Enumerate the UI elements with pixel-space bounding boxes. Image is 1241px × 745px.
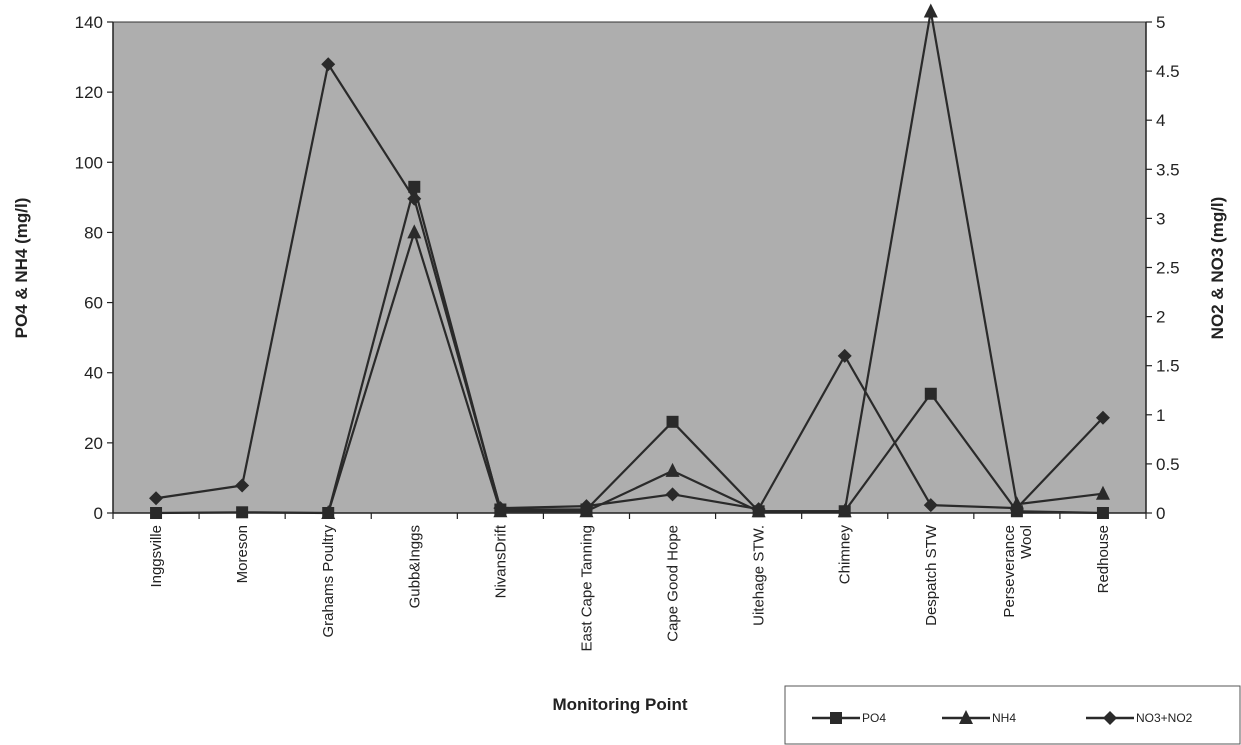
- y-axis-left-title: PO4 & NH4 (mg/l): [12, 198, 31, 339]
- legend-box: [784, 685, 1241, 745]
- series-line-nh4: [327, 10, 1104, 514]
- y-right-tick-label: 4: [1156, 111, 1165, 130]
- data-point-no3-no2: [235, 478, 250, 493]
- x-tick-label: Inggsville: [148, 525, 165, 588]
- data-point-no3-no2: [149, 491, 164, 506]
- data-point-nh4: [321, 505, 336, 519]
- data-point-no3-no2: [923, 498, 938, 513]
- y-right-tick-label: 1.5: [1156, 357, 1180, 376]
- y-left-tick-label: 40: [84, 364, 103, 383]
- legend-label: PO4: [862, 711, 886, 725]
- data-point-po4: [924, 387, 937, 400]
- data-point-no3-no2: [1095, 410, 1110, 425]
- y-left-tick-label: 0: [94, 504, 103, 523]
- category-labels: Inggsville Moreson Grahams Poultry Gubb&Ing…: [148, 524, 1112, 651]
- y-right-tick-label: 2: [1156, 308, 1165, 327]
- data-point-nh4: [1095, 485, 1110, 500]
- y-right-tick-label: 0: [1156, 504, 1165, 523]
- x-tick-label: Cape Good Hope: [665, 525, 682, 642]
- x-tick-label: Grahams Poultry: [320, 525, 337, 638]
- series-line-po4: [156, 185, 1103, 515]
- data-point-nh4: [665, 462, 680, 477]
- data-point-po4: [1096, 507, 1109, 519]
- data-point-no3-no2: [493, 501, 508, 516]
- data-point-no3-no2: [407, 191, 422, 206]
- data-point-no3-no2: [321, 57, 336, 72]
- legend-swatch-marker: [959, 710, 973, 724]
- data-point-no3-no2: [579, 499, 594, 514]
- data-point-no3-no2: [665, 487, 680, 502]
- x-tick-label: Chimney: [837, 525, 854, 585]
- data-point-no3-no2: [837, 348, 852, 363]
- y-left-tick-label: 80: [84, 223, 103, 242]
- series-line-no3-no2: [155, 63, 1104, 511]
- data-point-nh4: [923, 3, 938, 18]
- data-point-no3-no2: [1009, 501, 1024, 516]
- y-right-tick-label: 0.5: [1156, 455, 1180, 474]
- data-point-nh4: [837, 503, 852, 518]
- x-tick-label: Gubb&Inggs: [406, 525, 423, 608]
- legend-swatch-marker: [830, 712, 842, 724]
- x-tick-label: Uitehage STW.: [751, 525, 768, 626]
- y-left-tick-label: 120: [75, 83, 103, 102]
- data-point-po4: [666, 415, 679, 428]
- y-right-tick-label: 5: [1156, 13, 1165, 32]
- x-tick-label: Moreson: [234, 525, 251, 583]
- legend-label: NO3+NO2: [1136, 711, 1193, 725]
- data-point-nh4: [407, 224, 422, 239]
- y-right-tick-label: 4.5: [1156, 62, 1180, 81]
- legend-label: NH4: [992, 711, 1016, 725]
- y-right-tick-label: 3: [1156, 209, 1165, 228]
- data-point-no3-no2: [751, 502, 766, 517]
- data-point-po4: [236, 506, 249, 519]
- y-right-tick-label: 1: [1156, 406, 1165, 425]
- x-tick-label: Redhouse: [1095, 525, 1112, 593]
- data-point-po4: [408, 180, 421, 193]
- legend: PO4 NH4 NO3+NO2: [784, 685, 1241, 745]
- y-left-tick-label: 20: [84, 434, 103, 453]
- y-left-tick-label: 100: [75, 153, 103, 172]
- y-right-tick-label: 3.5: [1156, 160, 1180, 179]
- plot-area: [112, 21, 1147, 514]
- y-left-tick-label: 60: [84, 294, 103, 313]
- x-tick-label: East Cape Tanning: [578, 525, 595, 651]
- x-axis-title: Monitoring Point: [552, 695, 687, 714]
- y-right-tick-label: 2.5: [1156, 259, 1180, 278]
- x-tick-label: Despatch STW: [923, 524, 940, 626]
- x-tick-label: PerseveranceWool: [1001, 525, 1035, 618]
- legend-swatch-marker: [1103, 711, 1117, 725]
- y-axis-right-title: NO2 & NO3 (mg/l): [1208, 197, 1227, 340]
- data-point-po4: [150, 507, 163, 519]
- x-tick-label: NivansDrift: [492, 524, 509, 598]
- y-left-tick-label: 140: [75, 13, 103, 32]
- series-layer: [149, 3, 1110, 519]
